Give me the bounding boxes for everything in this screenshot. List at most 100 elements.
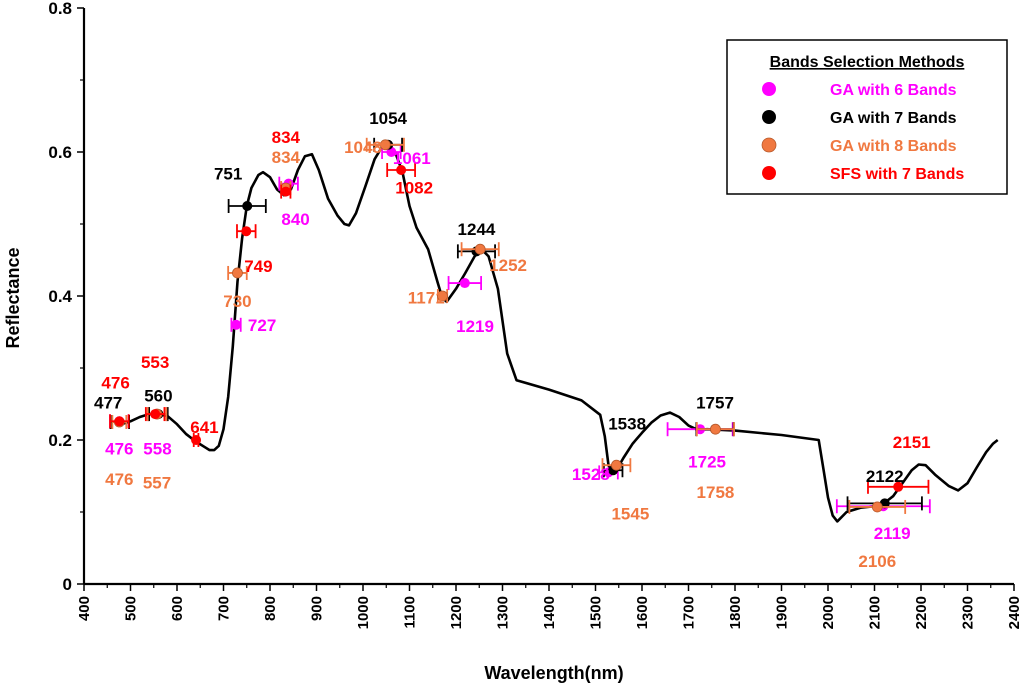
ga-with-8-bands-marker — [710, 423, 721, 435]
sfs-with-7-bands-point — [867, 479, 930, 494]
sfs-with-7-bands-data-label: 749 — [244, 257, 272, 276]
ga-with-6-bands-point — [230, 317, 242, 332]
ga-with-8-bands-data-label: 557 — [143, 473, 171, 492]
ga-with-7-bands-data-label: 1054 — [369, 109, 407, 128]
ga-with-8-bands-marker — [611, 459, 622, 471]
ga-with-6-bands-point — [381, 145, 402, 159]
ga-with-8-bands-point — [436, 289, 449, 303]
ga-with-8-bands-data-label: 1252 — [489, 256, 527, 275]
legend-entry: GA with 8 Bands — [761, 137, 957, 155]
ga-with-8-bands-data-label: 1545 — [611, 504, 649, 523]
ga-with-6-bands-data-label: 1061 — [393, 149, 431, 168]
ga-with-8-bands-marker — [871, 501, 883, 513]
ga-with-8-bands-point — [460, 242, 500, 257]
legend-title: Bands Selection Methods — [770, 54, 965, 71]
x-tick-label: 1800 — [727, 596, 744, 629]
ga-with-6-bands-data-label: 1725 — [688, 453, 726, 472]
ga-with-6-bands-marker — [459, 278, 470, 289]
ga-with-7-bands-data-label: 1538 — [608, 414, 646, 433]
x-tick-label: 800 — [262, 596, 279, 621]
ga-with-7-bands-data-label: 751 — [214, 165, 242, 184]
sfs-with-7-bands-point — [236, 224, 257, 239]
legend-label: SFS with 7 Bands — [830, 166, 964, 183]
sfs-with-7-bands-data-label: 834 — [272, 128, 301, 147]
x-tick-label: 1200 — [448, 596, 465, 629]
sfs-with-7-bands-marker — [114, 416, 125, 427]
x-tick-label: 600 — [169, 596, 186, 621]
ga-with-8-bands-point — [601, 458, 632, 473]
sfs-with-7-bands-point — [109, 414, 130, 429]
ga-with-8-bands-data-label: 1171 — [408, 288, 445, 307]
sfs-with-7-bands-data-label: 553 — [141, 353, 169, 372]
ga-with-6-bands-data-label: 558 — [143, 440, 171, 459]
sfs-with-7-bands-data-label: 2151 — [893, 433, 931, 452]
ga-with-8-bands-data-label: 2106 — [858, 552, 896, 571]
legend-entry: SFS with 7 Bands — [762, 166, 964, 183]
sfs-with-7-bands-marker — [191, 435, 202, 445]
ga-with-8-bands-data-label: 1048 — [344, 138, 382, 157]
y-tick-label: 0 — [63, 575, 72, 594]
ga-with-6-bands-marker — [231, 319, 242, 330]
sfs-with-7-bands-data-label: 1082 — [395, 178, 433, 197]
sfs-with-7-bands-data-label: 476 — [101, 373, 129, 392]
x-tick-label: 900 — [309, 596, 326, 621]
ga-with-7-bands-data-label: 2122 — [866, 467, 904, 486]
x-tick-label: 2000 — [820, 596, 837, 629]
sfs-with-7-bands-data-label: 641 — [190, 418, 218, 437]
ga-with-6-bands-data-label: 727 — [248, 316, 276, 335]
legend-marker — [762, 110, 776, 124]
ga-with-7-bands-data-label: 560 — [144, 386, 172, 405]
ga-with-8-bands-point — [365, 137, 405, 152]
ga-with-8-bands-data-label: 476 — [105, 470, 133, 489]
ga-with-6-bands-point — [447, 276, 483, 291]
ga-with-6-bands-data-label: 2119 — [874, 524, 911, 543]
x-tick-label: 500 — [123, 596, 140, 621]
x-tick-label: 1500 — [588, 596, 605, 629]
sfs-with-7-bands-point — [280, 184, 292, 199]
sfs-with-7-bands-marker — [150, 409, 161, 420]
ga-with-8-bands-data-label: 834 — [272, 148, 301, 167]
ga-with-6-bands-data-label: 476 — [105, 440, 133, 459]
x-tick-label: 1400 — [541, 596, 558, 629]
y-axis-title: Reflectance — [3, 247, 23, 348]
y-tick-label: 0.2 — [48, 431, 72, 450]
legend-entry: GA with 6 Bands — [762, 82, 957, 99]
x-tick-label: 1600 — [634, 596, 651, 629]
x-tick-label: 1700 — [681, 596, 698, 629]
ga-with-8-bands-data-label: 1758 — [697, 483, 735, 502]
ga-with-8-bands-data-label: 730 — [223, 292, 251, 311]
x-tick-label: 1900 — [774, 596, 791, 629]
legend-entry: GA with 7 Bands — [762, 110, 957, 127]
legend-label: GA with 7 Bands — [830, 110, 957, 127]
ga-with-8-bands-marker — [474, 243, 486, 255]
ga-with-7-bands-marker — [242, 201, 253, 211]
x-axis-title: Wavelength(nm) — [484, 663, 623, 683]
legend-label: GA with 8 Bands — [830, 138, 957, 155]
sfs-with-7-bands-marker — [280, 186, 291, 197]
x-tick-label: 400 — [76, 596, 93, 621]
sfs-with-7-bands-point — [144, 407, 166, 422]
sfs-with-7-bands-marker — [893, 481, 904, 492]
y-tick-label: 0.6 — [48, 143, 72, 162]
legend-marker — [761, 137, 777, 153]
points-layer — [109, 137, 931, 514]
y-tick-label: 0.4 — [48, 287, 72, 306]
ga-with-6-bands-data-label: 1219 — [456, 317, 494, 336]
x-tick-label: 2300 — [960, 596, 977, 629]
y-tick-label: 0.8 — [48, 0, 72, 18]
sfs-with-7-bands-marker — [396, 165, 407, 175]
x-tick-label: 2200 — [913, 596, 930, 629]
x-tick-label: 2400 — [1006, 596, 1023, 629]
ga-with-7-bands-data-label: 1757 — [696, 394, 734, 413]
x-tick-label: 1000 — [355, 596, 372, 629]
ga-with-8-bands-marker — [437, 290, 448, 302]
ga-with-7-bands-point — [846, 496, 923, 511]
ga-with-8-bands-marker — [379, 139, 391, 151]
sfs-with-7-bands-point — [191, 433, 202, 447]
ga-with-8-bands-point — [848, 499, 907, 514]
legend-marker — [762, 166, 776, 180]
ga-with-8-bands-point — [695, 422, 735, 437]
data-labels-layer: 476 558 727 840 1061 1219 1528 1725 2119 477 560 75… — [94, 109, 931, 571]
sfs-with-7-bands-marker — [241, 226, 252, 237]
legend: Bands Selection Methods GA with 6 Bands GA… — [726, 39, 1008, 195]
